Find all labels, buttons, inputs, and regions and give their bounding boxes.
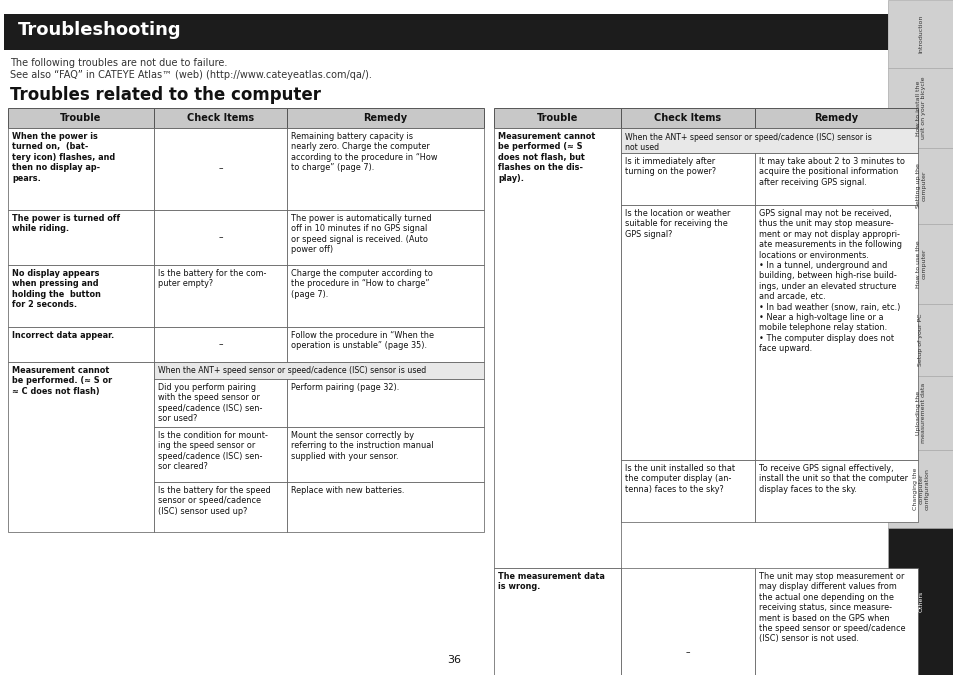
Bar xyxy=(8,265,153,327)
Bar xyxy=(754,460,917,522)
Bar xyxy=(8,210,153,265)
Bar xyxy=(153,210,287,265)
Text: The power is turned off
while riding.: The power is turned off while riding. xyxy=(12,214,120,234)
Text: Introduction: Introduction xyxy=(918,15,923,53)
Bar xyxy=(4,14,887,50)
Text: Remedy: Remedy xyxy=(363,113,407,123)
Text: How to use the
computer: How to use the computer xyxy=(915,240,925,288)
Bar xyxy=(620,205,754,460)
Bar xyxy=(754,568,917,675)
Text: No display appears
when pressing and
holding the  button
for 2 seconds.: No display appears when pressing and hol… xyxy=(12,269,101,309)
Text: Remedy: Remedy xyxy=(814,113,858,123)
Text: It may take about 2 to 3 minutes to
acquire the positional information
after rec: It may take about 2 to 3 minutes to acqu… xyxy=(759,157,904,187)
Bar xyxy=(287,379,483,427)
Bar xyxy=(887,224,953,304)
Text: The measurement data
is wrong.: The measurement data is wrong. xyxy=(497,572,604,591)
Bar xyxy=(494,568,620,675)
Text: The power is automatically turned
off in 10 minutes if no GPS signal
or speed si: The power is automatically turned off in… xyxy=(291,214,431,254)
Text: Trouble: Trouble xyxy=(60,113,102,123)
Text: 36: 36 xyxy=(447,655,460,665)
Text: Setup of your PC: Setup of your PC xyxy=(918,314,923,367)
Text: Is it immediately after
turning on the power?: Is it immediately after turning on the p… xyxy=(624,157,716,176)
Text: Did you perform pairing
with the speed sensor or
speed/cadence (ISC) sen-
sor us: Did you perform pairing with the speed s… xyxy=(158,383,262,423)
Text: Trouble: Trouble xyxy=(537,113,578,123)
Text: Replace with new batteries.: Replace with new batteries. xyxy=(291,486,404,495)
Bar xyxy=(620,460,754,522)
Bar xyxy=(287,128,483,210)
Text: Check Items: Check Items xyxy=(187,113,253,123)
Text: Check Items: Check Items xyxy=(654,113,720,123)
Bar xyxy=(153,265,287,327)
Bar xyxy=(887,68,953,148)
Bar xyxy=(153,362,483,379)
Text: Charge the computer according to
the procedure in “How to charge”
(page 7).: Charge the computer according to the pro… xyxy=(291,269,433,299)
Text: Is the location or weather
suitable for receiving the
GPS signal?: Is the location or weather suitable for … xyxy=(624,209,730,239)
Text: Is the condition for mount-
ing the speed sensor or
speed/cadence (ISC) sen-
sor: Is the condition for mount- ing the spee… xyxy=(158,431,268,471)
Bar xyxy=(887,450,953,528)
Bar xyxy=(494,128,620,568)
Bar xyxy=(287,210,483,265)
Text: Others: Others xyxy=(918,591,923,612)
Text: –: – xyxy=(218,340,222,349)
Text: Remaining battery capacity is
nearly zero. Charge the computer
according to the : Remaining battery capacity is nearly zer… xyxy=(291,132,437,172)
Text: Uploading the
measurement data: Uploading the measurement data xyxy=(915,383,925,443)
Text: Is the unit installed so that
the computer display (an-
tenna) faces to the sky?: Is the unit installed so that the comput… xyxy=(624,464,735,494)
Bar xyxy=(8,327,153,362)
Bar xyxy=(8,108,153,128)
Text: Troubleshooting: Troubleshooting xyxy=(18,21,181,39)
Text: GPS signal may not be received,
thus the unit may stop measure-
ment or may not : GPS signal may not be received, thus the… xyxy=(759,209,901,353)
Bar xyxy=(153,427,287,482)
Bar xyxy=(153,379,287,427)
Bar xyxy=(287,108,483,128)
Bar xyxy=(620,128,917,153)
Text: To receive GPS signal effectively,
install the unit so that the computer
display: To receive GPS signal effectively, insta… xyxy=(759,464,907,494)
Text: Perform pairing (page 32).: Perform pairing (page 32). xyxy=(291,383,399,392)
Text: Measurement cannot
be performed. (≈ S or
≈ C does not flash): Measurement cannot be performed. (≈ S or… xyxy=(12,366,112,396)
Bar xyxy=(887,376,953,450)
Text: When the ANT+ speed sensor or speed/cadence (ISC) sensor is
not used: When the ANT+ speed sensor or speed/cade… xyxy=(624,133,871,153)
Text: Follow the procedure in “When the
operation is unstable” (page 35).: Follow the procedure in “When the operat… xyxy=(291,331,434,350)
Text: –: – xyxy=(685,649,690,657)
Text: Mount the sensor correctly by
referring to the instruction manual
supplied with : Mount the sensor correctly by referring … xyxy=(291,431,433,461)
Text: When the ANT+ speed sensor or speed/cadence (ISC) sensor is used: When the ANT+ speed sensor or speed/cade… xyxy=(158,366,426,375)
Text: The unit may stop measurement or
may display different values from
the actual on: The unit may stop measurement or may dis… xyxy=(759,572,904,643)
Bar xyxy=(887,148,953,224)
Text: Troubles related to the computer: Troubles related to the computer xyxy=(10,86,320,104)
Bar xyxy=(8,362,153,532)
Text: When the power is
turned on,  (bat-
tery icon) flashes, and
then no display ap-
: When the power is turned on, (bat- tery … xyxy=(12,132,115,183)
Bar xyxy=(8,128,153,210)
Bar xyxy=(754,108,917,128)
Bar xyxy=(153,108,287,128)
Text: –: – xyxy=(218,233,222,242)
Bar xyxy=(287,265,483,327)
Bar xyxy=(287,427,483,482)
Bar xyxy=(494,108,620,128)
Text: Setting up the
computer: Setting up the computer xyxy=(915,163,925,209)
Bar xyxy=(287,482,483,532)
Text: Changing the
computer
configuration: Changing the computer configuration xyxy=(912,468,928,510)
Text: –: – xyxy=(218,165,222,173)
Text: Incorrect data appear.: Incorrect data appear. xyxy=(12,331,114,340)
Text: See also “FAQ” in CATEYE Atlas™ (web) (http://www.cateyeatlas.com/qa/).: See also “FAQ” in CATEYE Atlas™ (web) (h… xyxy=(10,70,372,80)
Text: Is the battery for the com-
puter empty?: Is the battery for the com- puter empty? xyxy=(158,269,266,288)
Bar xyxy=(153,327,287,362)
Text: How to install the
unit on your bicycle: How to install the unit on your bicycle xyxy=(915,77,925,139)
Bar xyxy=(887,0,953,68)
Bar xyxy=(754,153,917,205)
Text: Measurement cannot
be performed (≈ S
does not flash, but 
flashes on the dis-
pl: Measurement cannot be performed (≈ S doe… xyxy=(497,132,595,183)
Text: Is the battery for the speed
sensor or speed/cadence
(ISC) sensor used up?: Is the battery for the speed sensor or s… xyxy=(158,486,271,516)
Bar xyxy=(620,568,754,675)
Bar xyxy=(887,528,953,675)
Bar xyxy=(153,482,287,532)
Bar xyxy=(887,304,953,376)
Bar xyxy=(287,327,483,362)
Bar xyxy=(153,128,287,210)
Text: The following troubles are not due to failure.: The following troubles are not due to fa… xyxy=(10,58,227,68)
Bar xyxy=(620,153,754,205)
Bar xyxy=(620,108,754,128)
Bar xyxy=(754,205,917,460)
